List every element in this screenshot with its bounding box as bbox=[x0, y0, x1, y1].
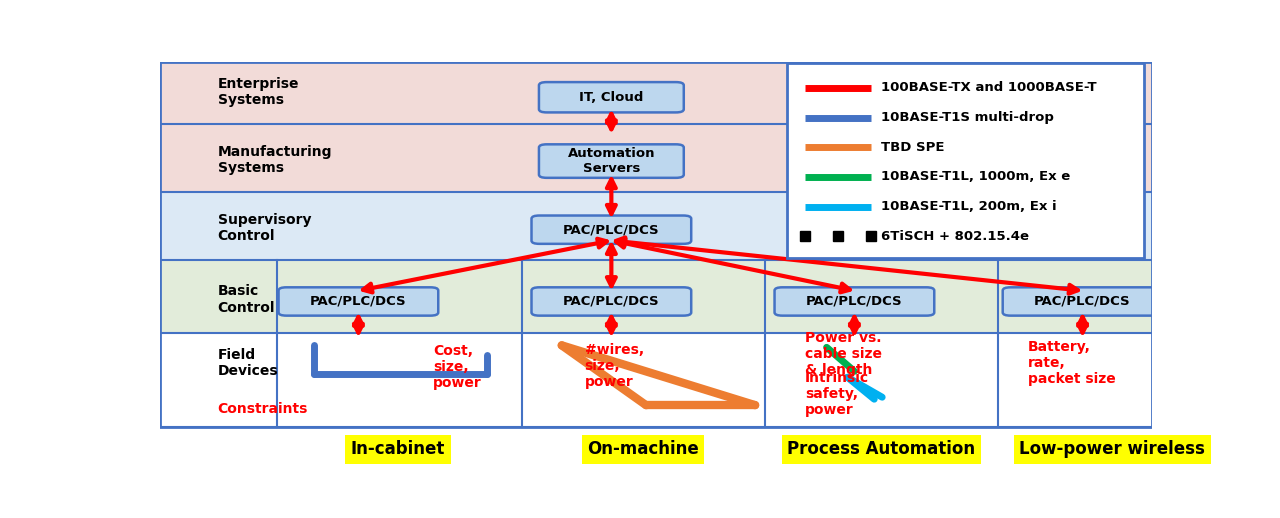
Text: TBD SPE: TBD SPE bbox=[881, 141, 945, 154]
Bar bbox=[160, 192, 1152, 260]
Text: Intrinsic
safety,
power: Intrinsic safety, power bbox=[805, 371, 869, 417]
Bar bbox=[160, 334, 1152, 427]
Text: Constraints: Constraints bbox=[218, 402, 308, 416]
FancyBboxPatch shape bbox=[531, 215, 691, 244]
FancyBboxPatch shape bbox=[531, 287, 691, 315]
Text: 100BASE-TX and 1000BASE-T: 100BASE-TX and 1000BASE-T bbox=[881, 81, 1097, 94]
Text: 10BASE-T1L, 1000m, Ex e: 10BASE-T1L, 1000m, Ex e bbox=[881, 170, 1070, 183]
Bar bbox=[787, 63, 1144, 258]
Text: In-cabinet: In-cabinet bbox=[351, 440, 445, 458]
Text: Enterprise
Systems: Enterprise Systems bbox=[218, 77, 300, 107]
Text: Cost,
size,
power: Cost, size, power bbox=[433, 344, 481, 391]
Text: 10BASE-T1S multi-drop: 10BASE-T1S multi-drop bbox=[881, 111, 1053, 124]
Text: 6TiSCH + 802.15.4e: 6TiSCH + 802.15.4e bbox=[881, 230, 1029, 243]
Text: Low-power wireless: Low-power wireless bbox=[1019, 440, 1206, 458]
Text: PAC/PLC/DCS: PAC/PLC/DCS bbox=[1034, 295, 1130, 308]
Text: PAC/PLC/DCS: PAC/PLC/DCS bbox=[806, 295, 902, 308]
Bar bbox=[160, 62, 1152, 124]
Text: Supervisory
Control: Supervisory Control bbox=[218, 212, 311, 243]
Text: Field
Devices: Field Devices bbox=[218, 348, 278, 379]
Text: PAC/PLC/DCS: PAC/PLC/DCS bbox=[563, 295, 659, 308]
Text: IT, Cloud: IT, Cloud bbox=[579, 91, 644, 104]
Text: Process Automation: Process Automation bbox=[787, 440, 975, 458]
FancyBboxPatch shape bbox=[539, 82, 684, 112]
Text: PAC/PLC/DCS: PAC/PLC/DCS bbox=[310, 295, 407, 308]
FancyBboxPatch shape bbox=[279, 287, 438, 315]
Text: Manufacturing
Systems: Manufacturing Systems bbox=[218, 145, 332, 175]
Text: Battery,
rate,
packet size: Battery, rate, packet size bbox=[1028, 340, 1116, 386]
FancyBboxPatch shape bbox=[774, 287, 934, 315]
Text: On-machine: On-machine bbox=[588, 440, 699, 458]
FancyBboxPatch shape bbox=[1002, 287, 1162, 315]
Text: Automation
Servers: Automation Servers bbox=[567, 147, 655, 175]
Text: 10BASE-T1L, 200m, Ex i: 10BASE-T1L, 200m, Ex i bbox=[881, 200, 1057, 213]
FancyBboxPatch shape bbox=[539, 145, 684, 178]
Text: Power vs.
cable size
& length: Power vs. cable size & length bbox=[805, 331, 882, 377]
Text: Basic
Control: Basic Control bbox=[218, 284, 275, 314]
Text: #wires,
size,
power: #wires, size, power bbox=[585, 343, 644, 390]
Bar bbox=[160, 124, 1152, 192]
Text: PAC/PLC/DCS: PAC/PLC/DCS bbox=[563, 223, 659, 236]
Bar bbox=[160, 260, 1152, 334]
